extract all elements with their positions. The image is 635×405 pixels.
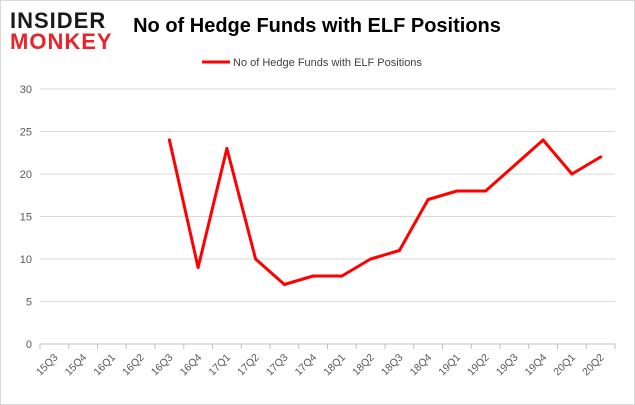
data-point — [455, 189, 459, 193]
chart-title: No of Hedge Funds with ELF Positions — [133, 15, 501, 37]
y-tick-label: 10 — [20, 254, 32, 266]
data-point — [570, 172, 574, 176]
data-point — [282, 283, 286, 286]
legend-label: No of Hedge Funds with ELF Positions — [233, 57, 422, 69]
y-tick-label: 0 — [26, 339, 32, 351]
y-tick-label: 20 — [20, 169, 32, 181]
data-point — [397, 249, 401, 252]
data-point — [254, 257, 258, 261]
y-tick-label: 5 — [26, 297, 32, 309]
insider-monkey-logo: INSIDER MONKEY — [10, 8, 113, 54]
y-tick-label: 25 — [20, 127, 32, 139]
data-point — [225, 147, 229, 150]
y-axis-ticks: 0 5 10 15 20 25 30 — [20, 84, 32, 351]
legend: No of Hedge Funds with ELF Positions — [202, 57, 422, 69]
data-point — [369, 257, 373, 261]
data-point — [426, 198, 430, 201]
y-tick-label: 30 — [20, 84, 32, 96]
logo-line-2: MONKEY — [10, 29, 113, 54]
gridlines — [40, 88, 615, 302]
y-tick-label: 15 — [20, 212, 32, 224]
data-point — [196, 266, 200, 269]
data-point — [167, 138, 171, 142]
series-line — [167, 138, 603, 286]
data-point — [340, 274, 344, 278]
data-point — [484, 189, 488, 193]
data-point — [541, 138, 545, 142]
data-point — [512, 164, 516, 167]
x-axis — [39, 343, 616, 349]
logo-line-1: INSIDER — [10, 8, 106, 33]
series-layer — [167, 138, 603, 286]
data-point — [599, 155, 603, 159]
data-point — [311, 274, 315, 278]
